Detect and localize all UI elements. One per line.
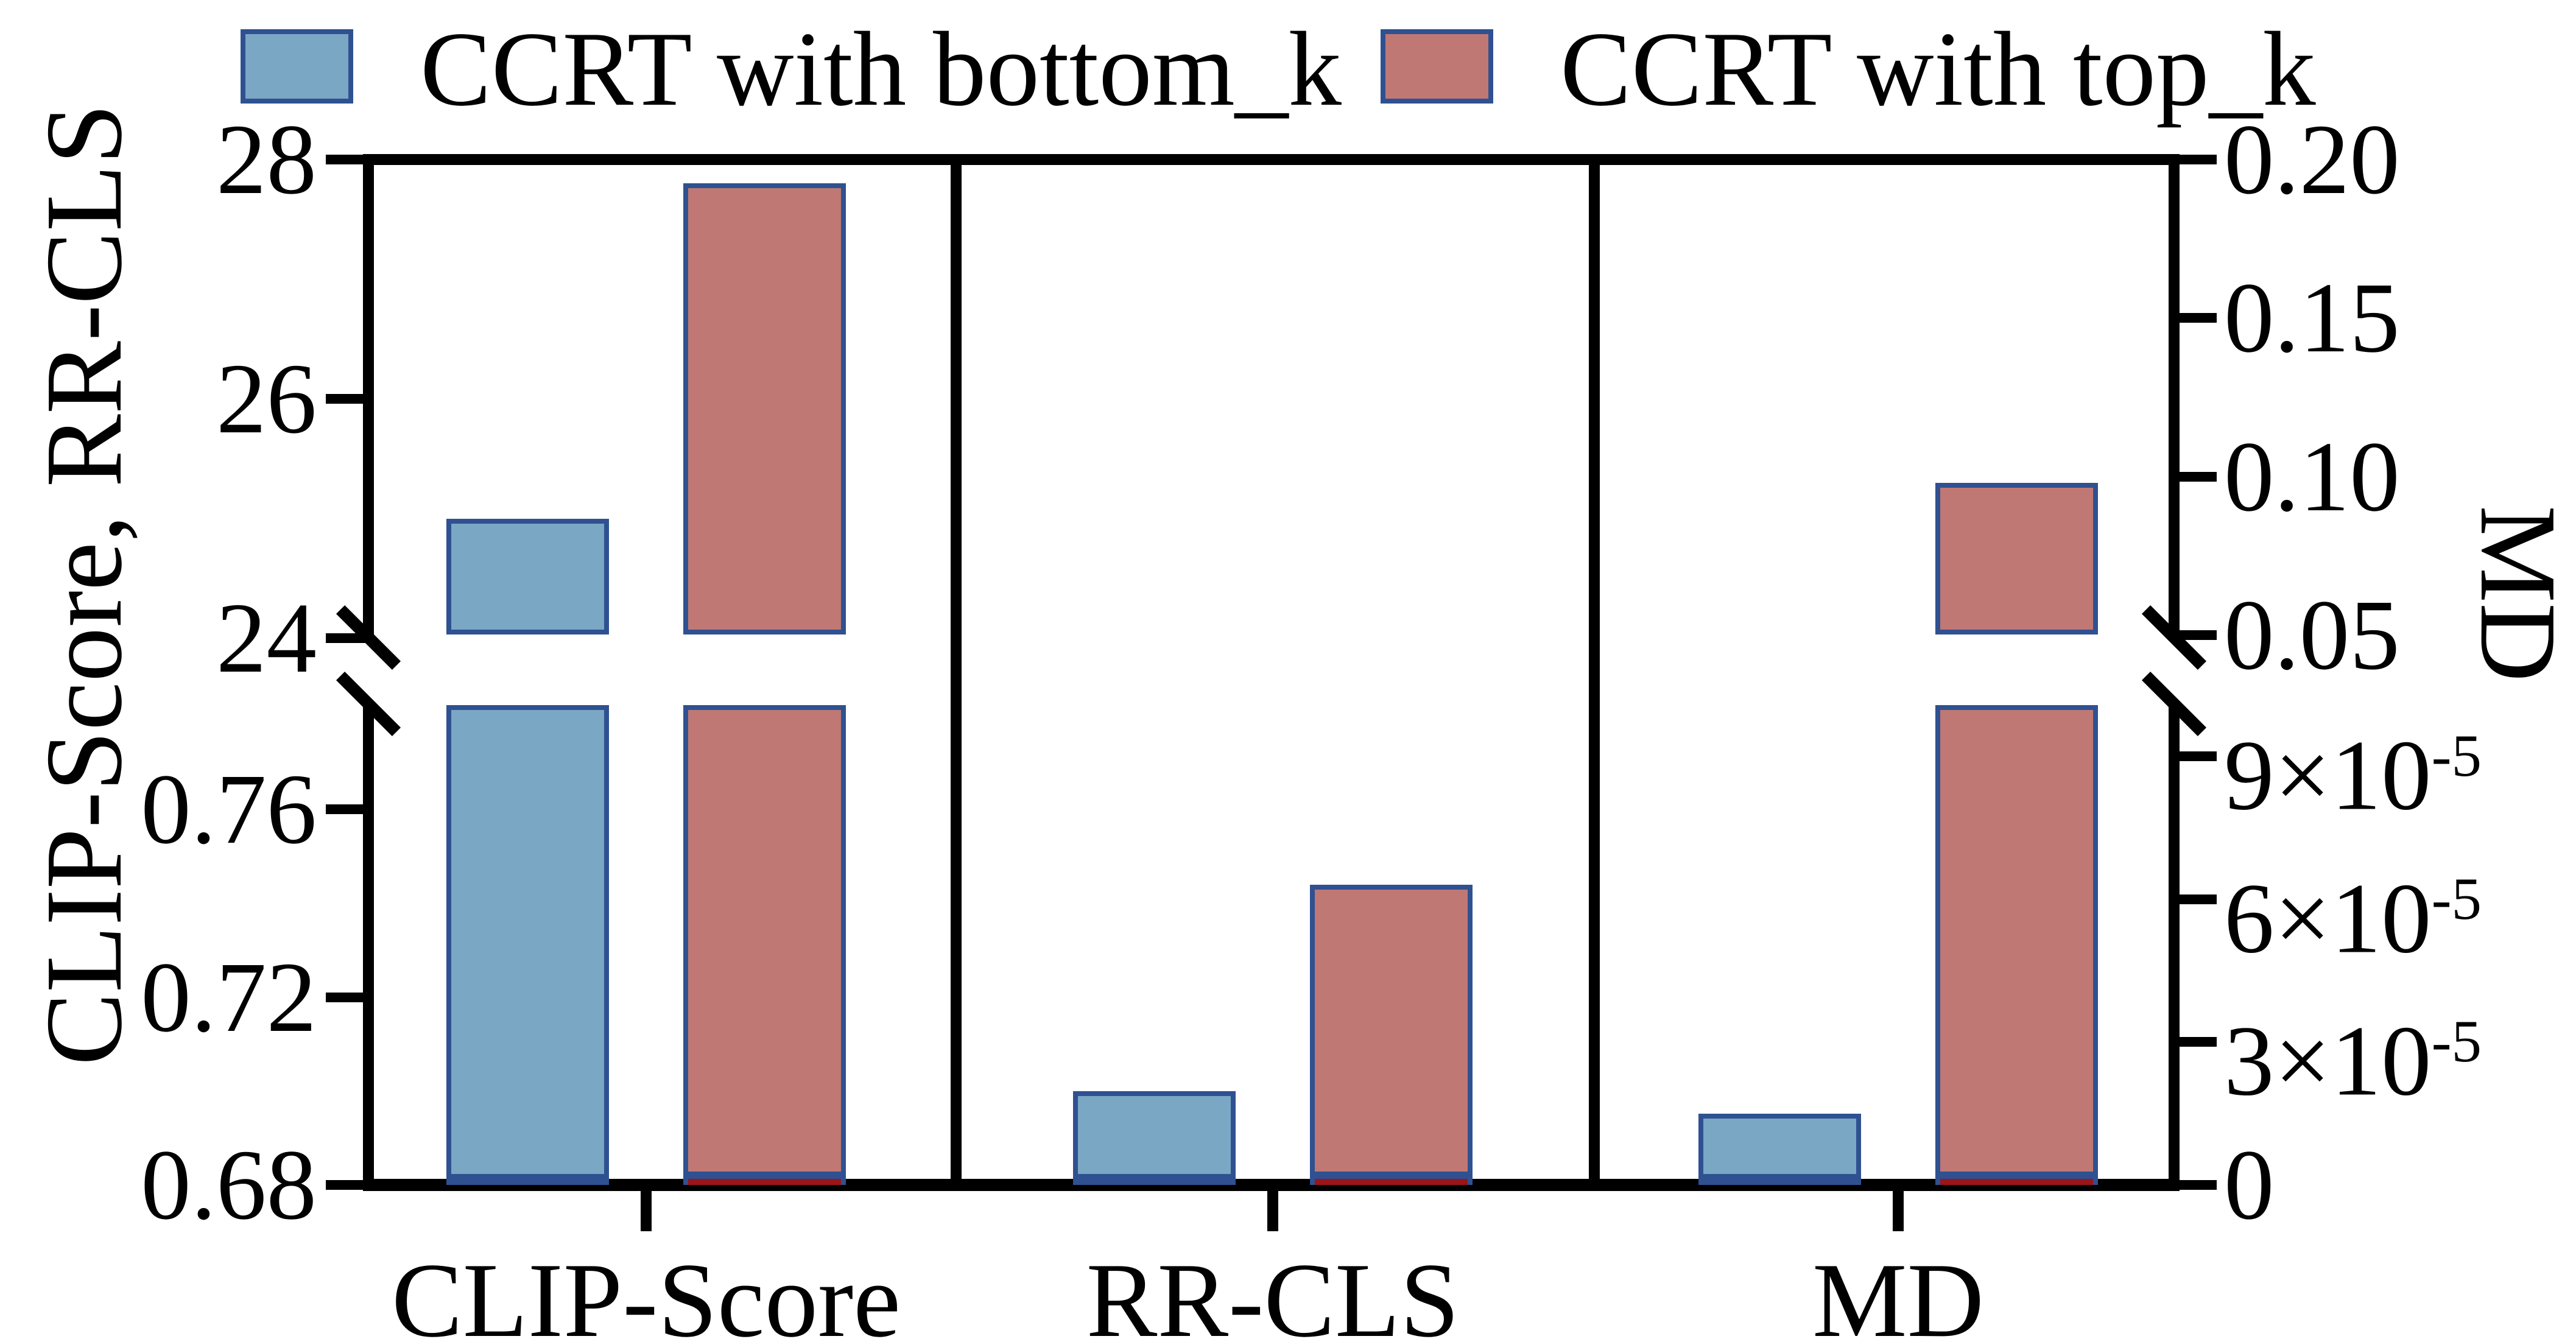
- y-axis-left-lower-segment: [363, 705, 374, 1191]
- left-axis-lower-label: 0.68: [141, 1129, 317, 1240]
- y-axis-right-upper-segment: [2169, 154, 2180, 637]
- x-axis-tick: [641, 1185, 652, 1231]
- right-axis-lower-label: 9×10-5: [2224, 719, 2482, 831]
- bar-base-edge-darkred: [688, 1179, 841, 1185]
- right-axis-lower-label: 6×10-5: [2224, 862, 2482, 974]
- legend-swatch-top-k: [1381, 29, 1493, 104]
- y-axis-left-upper-segment: [363, 154, 374, 637]
- right-axis-upper-label: 0.20: [2224, 104, 2400, 215]
- right-axis-upper-tick: [2174, 471, 2217, 482]
- right-axis-upper-tick: [2174, 630, 2217, 640]
- left-axis-lower-tick: [326, 804, 368, 815]
- left-axis-upper-label: 28: [216, 104, 317, 215]
- bar-base-edge-navy: [688, 1172, 841, 1179]
- bar-bottomk-rrcls-lower-segment: [1073, 1091, 1236, 1185]
- right-axis-upper-tick: [2174, 155, 2217, 164]
- left-axis-lower-label: 0.76: [141, 753, 317, 865]
- left-axis-title: CLIP-Score, RR-CLS: [23, 103, 144, 1066]
- bar-topk-clipscore-upper-segment: [683, 183, 846, 634]
- right-axis-lower-tick: [2174, 1180, 2217, 1190]
- legend-label-top-k: CCRT with top_k: [1560, 10, 2316, 128]
- bar-base-edge-navy: [1078, 1173, 1231, 1185]
- x-axis-category-label: CLIP-Score: [392, 1241, 901, 1339]
- bar-base-edge-navy: [1940, 1172, 2093, 1179]
- x-axis-tick: [1267, 1185, 1278, 1231]
- bar-base-edge-navy: [1703, 1173, 1856, 1185]
- right-axis-upper-tick: [2174, 313, 2217, 323]
- left-axis-lower-tick: [326, 1180, 368, 1190]
- left-axis-lower-label: 0.72: [141, 941, 317, 1053]
- right-axis-lower-label: 3×10-5: [2224, 1005, 2482, 1117]
- right-axis-lower-label: 0: [2224, 1129, 2275, 1240]
- legend-label-bottom-k: CCRT with bottom_k: [420, 10, 1342, 128]
- y-axis-right-lower-segment: [2169, 705, 2180, 1191]
- left-axis-upper-tick: [326, 394, 368, 404]
- x-axis-category-label: RR-CLS: [1086, 1241, 1460, 1339]
- left-axis-upper-label: 26: [216, 343, 317, 454]
- x-axis-category-label: MD: [1812, 1241, 1984, 1339]
- bar-bottomk-clipscore-lower-segment: [446, 705, 609, 1185]
- bar-base-edge-navy: [451, 1174, 604, 1185]
- bar-topk-md-lower-segment: [1935, 705, 2098, 1185]
- bar-topk-clipscore-lower-segment: [683, 705, 846, 1185]
- bar-base-edge-darkred: [1940, 1179, 2093, 1185]
- left-axis-upper-tick: [326, 633, 368, 643]
- bar-bottomk-md-lower-segment: [1698, 1113, 1861, 1185]
- bar-bottomk-clipscore-upper-segment: [446, 518, 609, 634]
- legend-swatch-bottom-k: [241, 29, 353, 104]
- right-axis-upper-label: 0.05: [2224, 579, 2400, 691]
- bar-base-edge-navy: [1315, 1171, 1468, 1179]
- left-axis-upper-label: 24: [216, 582, 317, 694]
- right-axis-title: MD: [2458, 505, 2576, 683]
- left-axis-upper-tick: [326, 155, 368, 164]
- x-axis-tick: [1893, 1185, 1904, 1231]
- right-axis-lower-tick: [2174, 751, 2217, 762]
- bar-topk-rrcls-lower-segment: [1310, 884, 1473, 1185]
- right-axis-lower-tick: [2174, 894, 2217, 904]
- right-axis-upper-label: 0.10: [2224, 420, 2400, 532]
- right-axis-lower-tick: [2174, 1037, 2217, 1047]
- bar-topk-md-upper-segment: [1935, 483, 2098, 634]
- plot-top-border: [363, 154, 2180, 165]
- bar-base-edge-darkred: [1315, 1178, 1468, 1185]
- left-axis-lower-tick: [326, 992, 368, 1002]
- panel-divider-1: [951, 154, 962, 1185]
- right-axis-upper-label: 0.15: [2224, 262, 2400, 374]
- panel-divider-2: [1589, 154, 1600, 1185]
